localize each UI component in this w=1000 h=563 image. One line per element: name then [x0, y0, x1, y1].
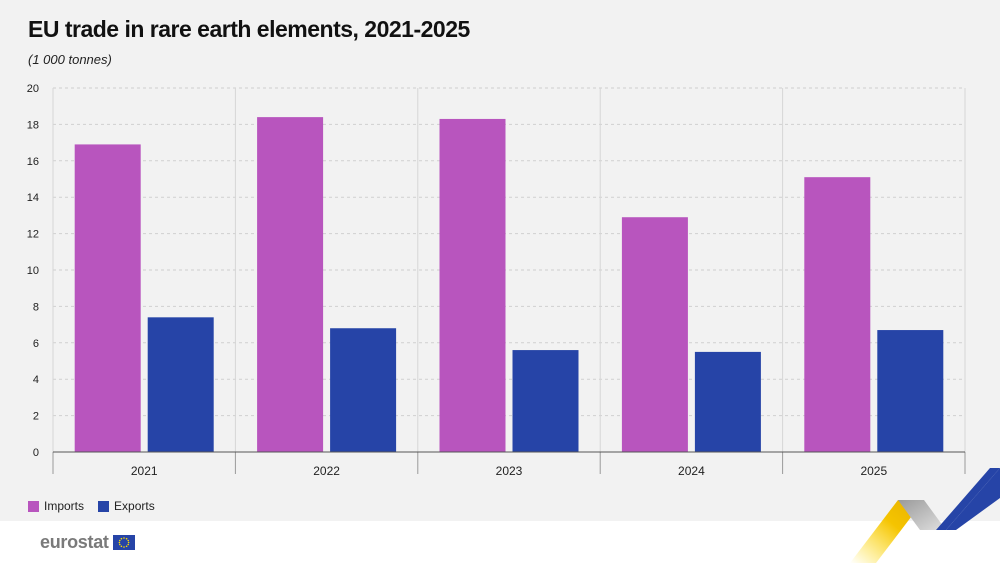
eu-flag-icon [112, 535, 135, 550]
legend-item-imports[interactable]: Imports [28, 499, 84, 513]
legend-swatch-exports [98, 500, 110, 512]
decorative-chevron-graphic [850, 468, 1000, 563]
axes: 0 2 4 6 8 10 12 14 16 18 20 2021 2022 2023 2024 2025 [27, 83, 966, 478]
bar-exports-2025 [877, 330, 944, 452]
bar-exports-2024 [694, 351, 761, 452]
y-tick-label: 12 [27, 229, 39, 241]
x-tick-label: 2023 [496, 464, 523, 478]
y-tick-label: 8 [33, 301, 39, 313]
y-tick-label: 0 [33, 447, 39, 459]
footer-bar [0, 521, 1000, 563]
y-tick-label: 6 [33, 338, 39, 350]
legend-label-exports: Exports [114, 499, 155, 513]
legend-item-exports[interactable]: Exports [98, 499, 155, 513]
bar-exports-2022 [330, 328, 397, 452]
x-tick-label: 2021 [131, 464, 158, 478]
y-tick-label: 10 [27, 265, 39, 277]
x-tick-label: 2025 [860, 464, 887, 478]
bars [74, 117, 944, 453]
bar-imports-2023 [439, 118, 506, 452]
logo-text: eurostat [40, 532, 109, 552]
x-tick-label: 2024 [678, 464, 705, 478]
bar-imports-2024 [621, 217, 688, 452]
bar-exports-2023 [512, 350, 579, 452]
bar-imports-2021 [74, 144, 141, 453]
eurostat-logo: eurostat [40, 532, 135, 553]
y-tick-label: 2 [33, 411, 39, 423]
x-tick-label: 2022 [313, 464, 340, 478]
bar-imports-2022 [257, 117, 324, 453]
bar-imports-2025 [804, 177, 871, 452]
y-tick-label: 14 [27, 192, 39, 204]
bar-chart: 0 2 4 6 8 10 12 14 16 18 20 2021 2022 2023 2024 2025 [27, 83, 966, 478]
chart-subtitle: (1 000 tonnes) [28, 52, 112, 67]
y-tick-label: 20 [27, 83, 39, 95]
y-tick-label: 4 [33, 374, 39, 386]
chart-title: EU trade in rare earth elements, 2021-20… [28, 16, 470, 42]
legend: Imports Exports [28, 499, 169, 513]
y-tick-label: 16 [27, 156, 39, 168]
y-tick-label: 18 [27, 119, 39, 131]
legend-label-imports: Imports [44, 499, 85, 513]
bar-exports-2021 [147, 317, 214, 452]
legend-swatch-imports [28, 500, 39, 512]
